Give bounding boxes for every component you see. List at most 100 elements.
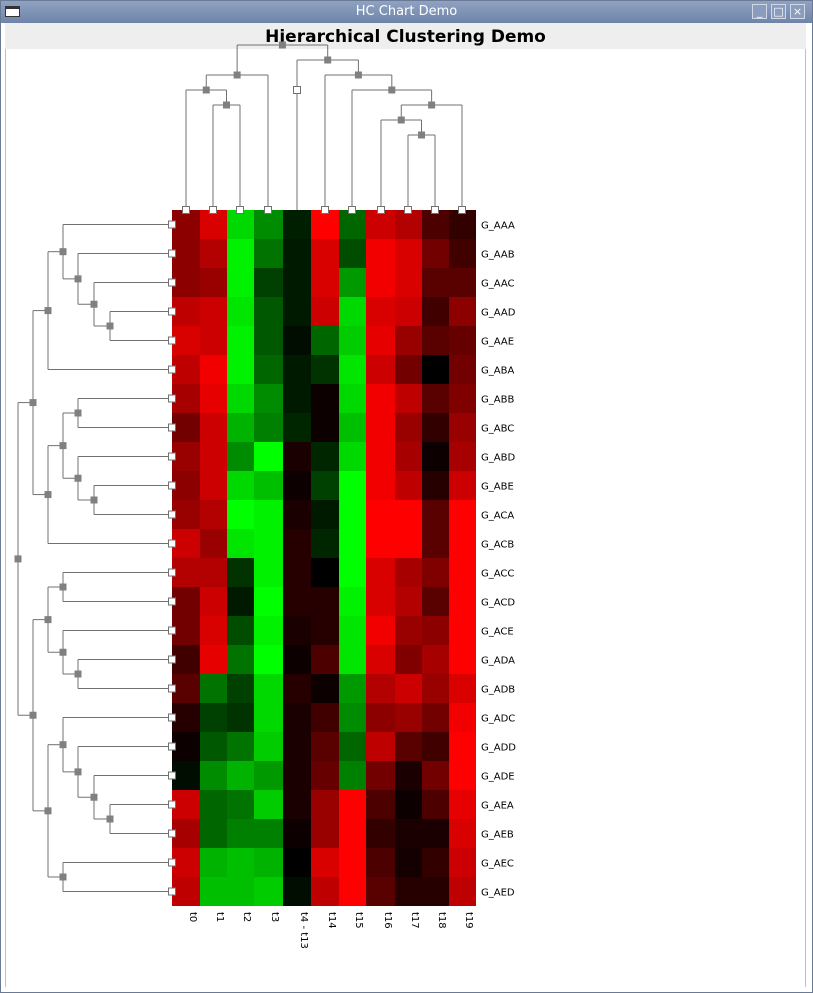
chart-title: Hierarchical Clustering Demo [265,27,546,47]
dendrogram-node [59,741,67,749]
heatmap-cell [200,616,227,645]
heatmap-cell [449,732,476,761]
heatmap-cell [366,616,395,645]
dendrogram-node [168,220,176,229]
heatmap-cell [227,384,254,413]
dendrogram-node [168,278,176,287]
close-button[interactable]: × [790,4,805,19]
heatmap-cell [311,529,339,558]
heatmap-cell [422,355,449,384]
row-label: G_AEB [481,830,514,841]
row-label: G_AED [481,888,515,899]
heatmap-cell [254,500,283,529]
maximize-button[interactable]: □ [771,4,786,19]
heatmap-cell [254,645,283,674]
heatmap-cell [311,674,339,703]
heatmap-cell [227,558,254,587]
heatmap-cell [366,877,395,906]
heatmap-cell [449,848,476,877]
heatmap-cell [227,703,254,732]
heatmap-cell [254,877,283,906]
heatmap-cell [449,645,476,674]
dendrogram-node [90,496,98,504]
heatmap-cell [339,529,366,558]
heatmap-cell [449,674,476,703]
heatmap-cell [395,703,422,732]
row-label: G_ADD [481,743,516,754]
heatmap-cell [339,848,366,877]
heatmap-cell [254,761,283,790]
heatmap-cell [366,558,395,587]
row-label: G_AAA [481,221,515,232]
heatmap-cell [395,616,422,645]
heatmap-cell [283,587,311,616]
heatmap-cell [311,297,339,326]
row-label: G_ACA [481,511,514,522]
dendrogram-node [233,71,241,79]
row-label: G_ADB [481,685,515,696]
heatmap-cell [227,616,254,645]
heatmap-cell [227,790,254,819]
row-label: G_ADC [481,714,515,725]
heatmap-cell [395,848,422,877]
heatmap-cell [283,326,311,355]
heatmap-cell [449,355,476,384]
title-bar[interactable]: HC Chart Demo _ □ × [1,1,812,23]
heatmap-cell [254,616,283,645]
heatmap-cell [339,790,366,819]
heatmap-cell [200,413,227,442]
heatmap-cell [449,297,476,326]
dendrogram-node [348,206,356,214]
dendrogram-node [74,409,82,417]
heatmap-cell [366,761,395,790]
heatmap-cell [395,500,422,529]
heatmap-cell [283,558,311,587]
heatmap-cell [200,268,227,297]
heatmap-cell [395,268,422,297]
heatmap-cell [449,210,476,239]
dendrogram-node [44,616,52,624]
heatmap-cell [200,645,227,674]
heatmap-cell [311,326,339,355]
heatmap-cell [449,790,476,819]
heatmap-cell [366,790,395,819]
heatmap-cell [200,761,227,790]
heatmap-cell [449,558,476,587]
heatmap-cell [366,703,395,732]
row-label: G_ACB [481,540,514,551]
heatmap-cell [283,703,311,732]
window-menu-icon[interactable] [5,6,20,17]
heatmap-cell [366,384,395,413]
heatmap-cell [227,500,254,529]
heatmap-cell [254,442,283,471]
heatmap-cell [339,616,366,645]
heatmap-cell [422,268,449,297]
dendrogram-node [168,655,176,664]
dendrogram-node [209,206,217,214]
heatmap-cell [395,442,422,471]
heatmap-cell [172,239,200,268]
heatmap-cell [395,558,422,587]
dendrogram-node [106,322,114,330]
heatmap-cell [366,529,395,558]
heatmap-cell [227,268,254,297]
dendrogram-node [44,307,52,315]
dendrogram-node [168,510,176,519]
heatmap-cell [366,848,395,877]
dendrogram-node [264,206,272,214]
dendrogram-node [168,742,176,751]
heatmap-cell [172,210,200,239]
dendrogram-node [293,86,301,94]
column-label: t0 [187,912,198,922]
chart-title-bar: Hierarchical Clustering Demo [5,23,806,49]
heatmap-cells [172,210,476,906]
heatmap-cell [254,210,283,239]
heatmap-cell [311,703,339,732]
heatmap-cell [395,210,422,239]
dendrogram-node [431,206,439,214]
minimize-button[interactable]: _ [752,4,767,19]
heatmap-cell [311,500,339,529]
dendrogram-node [59,248,67,256]
dendrogram-node [168,539,176,548]
heatmap-cell [311,790,339,819]
